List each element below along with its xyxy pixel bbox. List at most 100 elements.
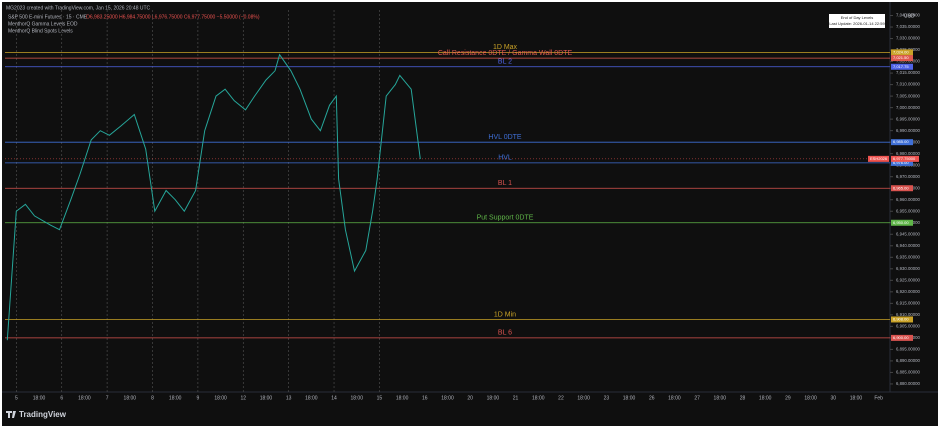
info-box (829, 14, 885, 28)
logo (6, 411, 16, 418)
y-tick-label: 6,910.00000 (896, 312, 921, 317)
info-update: Last Update: 2026-01-14 22:59 (829, 21, 885, 26)
y-tick-label: 6,930.00000 (896, 266, 921, 271)
x-tick-label: 5 (15, 395, 18, 401)
level-badge (891, 55, 913, 62)
indicator: MenthorQ Gamma Levels EOD (8, 21, 78, 27)
level-badge (891, 49, 913, 56)
level-name: BL 2 (498, 59, 512, 66)
y-tick-label: 7,015.00000 (896, 70, 921, 75)
x-tick-label: 30 (830, 395, 836, 401)
level-badge (891, 334, 913, 341)
y-tick-label: 6,885.00000 (896, 370, 921, 375)
price-line (6, 53, 421, 341)
x-tick-label: 18:00 (668, 395, 681, 401)
x-tick-label: 23 (604, 395, 610, 401)
y-tick-label: 7,005.00000 (896, 93, 921, 98)
x-tick-label: 16 (422, 395, 428, 401)
x-tick-label: 6 (60, 395, 63, 401)
x-tick-label: 14 (331, 395, 337, 401)
x-tick-label: 9 (196, 395, 199, 401)
level-badge (891, 63, 913, 70)
ohlc: O6,983.25000 H6,984.75000 L6,976.75000 C… (86, 14, 260, 20)
y-tick-label: 7,040.00000 (896, 13, 921, 18)
symbol: S&P 500 E-mini Futures · 15 · CME (8, 14, 88, 20)
x-tick-label: 18:00 (850, 395, 863, 401)
y-tick-label: 6,980.00000 (896, 151, 921, 156)
level-badge-label: 6,965.00 (893, 185, 909, 190)
level-badge-label: 6,985.00 (893, 139, 909, 144)
symbol-label: ESH2026 (870, 156, 888, 161)
x-tick-label: 18:00 (714, 395, 727, 401)
y-tick-label: 6,920.00000 (896, 289, 921, 294)
x-tick-label: 18:00 (532, 395, 545, 401)
info-title: End of Day Levels (841, 15, 873, 20)
y-tick-label: 6,895.00000 (896, 347, 921, 352)
y-tick-label: 6,935.00000 (896, 254, 921, 259)
x-tick-label: 18:00 (487, 395, 500, 401)
x-tick-label: 26 (649, 395, 655, 401)
level-badge (891, 139, 913, 146)
y-tick-label: 6,890.00000 (896, 358, 921, 363)
level-badge (891, 159, 913, 166)
price-label: 6,977.75000 (893, 156, 916, 161)
footer-bar (2, 405, 938, 426)
y-tick-label: 6,955.00000 (896, 208, 921, 213)
x-tick-label: 18:00 (78, 395, 91, 401)
y-tick-label: 7,030.00000 (896, 36, 921, 41)
x-tick-label: 7 (106, 395, 109, 401)
x-tick-label: 8 (151, 395, 154, 401)
level-badge (891, 185, 913, 192)
level-name: BL 6 (498, 330, 512, 337)
level-name: Put Support 0DTE (477, 215, 534, 222)
level-badge-label: 6,976.00 (893, 160, 909, 165)
y-tick-label: 7,035.00000 (896, 24, 921, 29)
y-tick-label: 6,880.00000 (896, 381, 921, 386)
level-badge-label: 7,017.75 (893, 64, 909, 69)
x-tick-label: 12 (240, 395, 246, 401)
level-badge-label: 6,950.00 (893, 220, 909, 225)
x-tick-label: 18:00 (804, 395, 817, 401)
y-tick-label: 6,990.00000 (896, 128, 921, 133)
level-name: BL 1 (498, 180, 512, 187)
x-tick-label: 21 (513, 395, 519, 401)
level-name: 1D Max (493, 44, 518, 51)
x-tick-label: Feb (874, 395, 883, 401)
indicator: MenthorQ Blind Spots Levels (8, 28, 73, 34)
x-tick-label: 18:00 (396, 395, 409, 401)
y-tick-label: 6,915.00000 (896, 300, 921, 305)
x-tick-label: 28 (740, 395, 746, 401)
x-tick-label: 27 (694, 395, 700, 401)
y-tick-label: 6,945.00000 (896, 231, 921, 236)
currency: USD (904, 13, 915, 19)
x-tick-label: 13 (286, 395, 292, 401)
y-tick-label: 6,905.00000 (896, 324, 921, 329)
level-badge-label: 6,900.00 (893, 335, 909, 340)
level-badge-label: 7,021.50 (893, 55, 909, 60)
level-badge (891, 219, 913, 226)
x-tick-label: 15 (377, 395, 383, 401)
symbol-badge (868, 155, 889, 162)
level-badge-label: 7,024.00 (893, 49, 909, 54)
x-tick-label: 18:00 (759, 395, 772, 401)
x-tick-label: 18:00 (623, 395, 636, 401)
y-tick-label: 7,010.00000 (896, 82, 921, 87)
x-tick-label: 18:00 (577, 395, 590, 401)
x-tick-label: 22 (558, 395, 564, 401)
level-name: HVL 0DTE (488, 134, 522, 141)
y-tick-label: 6,960.00000 (896, 197, 921, 202)
chart-background (2, 2, 938, 407)
level-name: HVL (498, 155, 512, 162)
y-tick-label: 6,940.00000 (896, 243, 921, 248)
level-name: 1D Min (494, 311, 516, 318)
x-tick-label: 18:00 (214, 395, 227, 401)
brand: TradingView (19, 410, 67, 419)
y-tick-label: 6,995.00000 (896, 116, 921, 121)
x-tick-label: 20 (467, 395, 473, 401)
x-tick-label: 18:00 (260, 395, 273, 401)
y-tick-label: 6,970.00000 (896, 174, 921, 179)
x-tick-label: 18:00 (350, 395, 363, 401)
x-tick-label: 29 (785, 395, 791, 401)
price-badge (891, 155, 919, 162)
